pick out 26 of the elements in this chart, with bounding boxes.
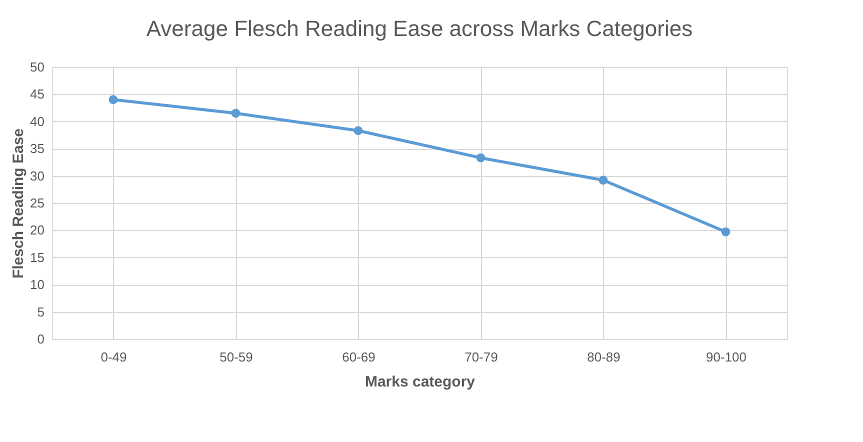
y-tick-label: 40 bbox=[30, 114, 44, 129]
point bbox=[354, 126, 363, 136]
y-tick-label: 25 bbox=[30, 196, 44, 210]
x-tick-label: 50-59 bbox=[220, 350, 253, 364]
y-tick-label: 20 bbox=[30, 222, 44, 238]
x-tick-label: 80-89 bbox=[587, 350, 620, 364]
x-axis-title: Marks category bbox=[364, 374, 476, 390]
y-tick-label: 0 bbox=[37, 332, 44, 346]
y-tick-label: 35 bbox=[30, 141, 44, 156]
x-tick-label: 90-100 bbox=[706, 350, 746, 364]
y-tick-label: 50 bbox=[30, 60, 44, 74]
chart-title: Average Flesch Reading Ease across Marks Categories bbox=[146, 16, 693, 41]
x-tick-label: 0-49 bbox=[100, 350, 127, 364]
y-tick-label: 15 bbox=[30, 250, 44, 265]
point bbox=[721, 227, 730, 236]
x-tick-label: 70-79 bbox=[464, 350, 498, 364]
y-tick-label: 45 bbox=[30, 86, 44, 102]
point bbox=[598, 176, 608, 185]
x-tick-label: 60-69 bbox=[342, 350, 376, 364]
point bbox=[108, 95, 118, 104]
point bbox=[231, 108, 240, 118]
y-tick-label: 30 bbox=[30, 168, 44, 184]
y-tick-label: 5 bbox=[37, 304, 44, 320]
y-tick-label: 10 bbox=[30, 277, 44, 292]
y-axis-title: Flesch Reading Ease bbox=[10, 128, 28, 279]
point bbox=[476, 153, 486, 162]
